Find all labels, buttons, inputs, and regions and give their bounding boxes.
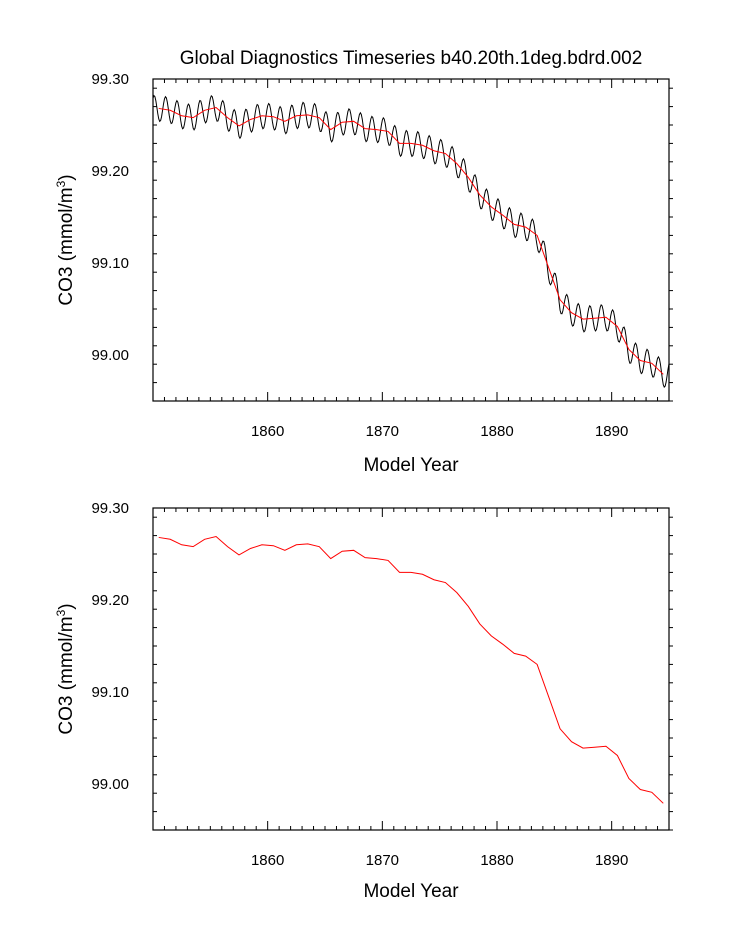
y-tick-label: 99.30 xyxy=(91,500,129,517)
x-tick-label: 1880 xyxy=(480,852,513,869)
top-plot-frame xyxy=(152,78,670,402)
x-tick-label: 1890 xyxy=(595,423,628,440)
x-tick-label: 1890 xyxy=(595,852,628,869)
top-panel: 99.00 99.10 99.20 99.30 1860 1870 1880 1890 Mo… xyxy=(54,71,673,476)
x-tick-label: 1880 xyxy=(480,423,513,440)
bottom-ticks xyxy=(152,508,673,831)
chart-title: Global Diagnostics Timeseries b40.20th.1… xyxy=(180,48,643,69)
y-tick-label: 99.20 xyxy=(91,592,129,609)
top-series xyxy=(152,94,670,389)
bottom-plot-frame xyxy=(152,507,670,831)
monthly-line xyxy=(152,94,670,389)
y-tick-label: 99.00 xyxy=(91,776,129,793)
y-tick-label: 99.20 xyxy=(91,163,129,180)
top-ticks xyxy=(152,79,673,402)
annual-mean-line xyxy=(158,535,664,804)
x-tick-label: 1860 xyxy=(251,423,284,440)
bottom-y-axis-label: CO3 (mmol/m3) xyxy=(54,603,77,734)
y-tick-label: 99.30 xyxy=(91,71,129,88)
x-tick-label: 1870 xyxy=(366,852,399,869)
y-tick-label: 99.00 xyxy=(91,347,129,364)
top-x-axis-label: Model Year xyxy=(363,455,459,476)
bottom-x-tick-labels: 1860 1870 1880 1890 xyxy=(251,852,628,869)
x-tick-label: 1870 xyxy=(366,423,399,440)
x-tick-label: 1860 xyxy=(251,852,284,869)
top-x-tick-labels: 1860 1870 1880 1890 xyxy=(251,423,628,440)
top-y-axis-label: CO3 (mmol/m3) xyxy=(54,174,77,305)
y-tick-label: 99.10 xyxy=(91,255,129,272)
bottom-panel: 99.00 99.10 99.20 99.30 1860 1870 1880 1890 Mo… xyxy=(54,500,673,902)
top-y-tick-labels: 99.00 99.10 99.20 99.30 xyxy=(91,71,129,364)
annual-mean-line xyxy=(158,106,664,375)
bottom-y-tick-labels: 99.00 99.10 99.20 99.30 xyxy=(91,500,129,793)
bottom-series xyxy=(158,535,664,804)
bottom-x-axis-label: Model Year xyxy=(363,881,459,902)
y-tick-label: 99.10 xyxy=(91,684,129,701)
